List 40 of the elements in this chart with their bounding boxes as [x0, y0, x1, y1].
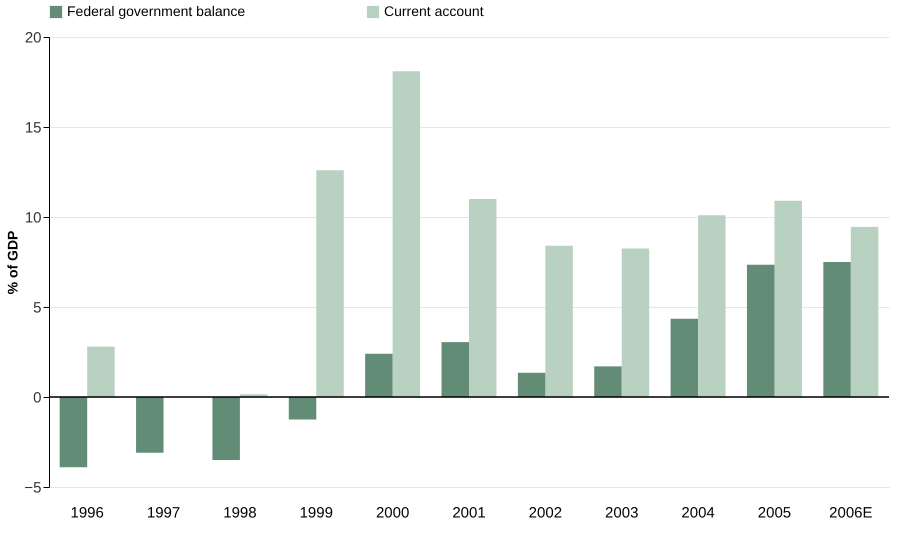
y-tick-label: 5 [33, 300, 42, 316]
x-tick-label: 1997 [146, 504, 180, 522]
y-axis-title: % of GDP [4, 230, 20, 294]
x-tick-label: 2005 [758, 504, 792, 522]
legend-label: Current account [384, 3, 484, 19]
x-tick-label: 1996 [70, 504, 104, 522]
y-tick-label: 20 [24, 30, 42, 46]
bar [60, 397, 88, 468]
bar [212, 397, 240, 460]
y-tick-label: −5 [24, 480, 42, 496]
legend-label: Federal government balance [67, 3, 246, 19]
bar [392, 71, 420, 397]
x-tick-label: 2001 [452, 504, 486, 522]
bar [136, 397, 164, 453]
x-tick-label: 2000 [376, 504, 410, 522]
bar [545, 246, 573, 397]
y-tick-label: 10 [24, 210, 42, 226]
x-tick-label: 2004 [681, 504, 715, 522]
bar [746, 264, 774, 397]
bar [594, 366, 622, 397]
y-tick-label: 0 [33, 390, 42, 406]
bar [774, 200, 802, 397]
bar [469, 199, 496, 397]
x-tick-label: 1999 [300, 504, 333, 522]
bar [670, 318, 698, 397]
bar [622, 248, 650, 397]
x-tick-label: 2006E [829, 504, 873, 522]
bar [288, 397, 316, 420]
x-tick-label: 2003 [605, 504, 638, 522]
y-tick-label: 15 [24, 120, 42, 136]
x-tick-label: 2002 [528, 504, 562, 522]
bar [316, 170, 344, 397]
bar [87, 346, 115, 397]
bar [823, 262, 851, 397]
bar [698, 215, 726, 397]
bar [365, 354, 393, 397]
bar [442, 342, 469, 397]
bar [518, 372, 546, 397]
bar [850, 226, 878, 397]
x-tick-label: 1998 [223, 504, 257, 522]
